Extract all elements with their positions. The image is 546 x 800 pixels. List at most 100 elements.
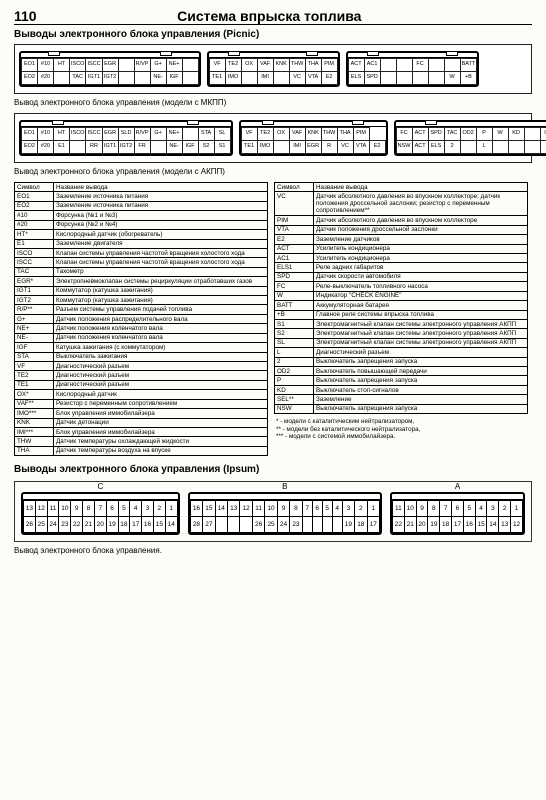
pin-cell: 8 xyxy=(290,501,302,517)
desc-cell: Клапан системы управления частотой враще… xyxy=(54,258,268,267)
pin-cell: 24 xyxy=(277,517,289,533)
pin-cell: W xyxy=(492,128,508,141)
pin-cell: EGR xyxy=(102,128,118,141)
pin-cell xyxy=(428,59,444,72)
pin-cell: 12 xyxy=(35,501,47,517)
symbol-cell: TE1 xyxy=(15,380,54,389)
pin-cell: E2 xyxy=(369,141,385,154)
pin-cell xyxy=(444,59,460,72)
pin-cell: 27 xyxy=(203,517,215,533)
pin-cell xyxy=(322,517,332,533)
symbol-cell: VF xyxy=(15,362,54,371)
pin-cell: 6 xyxy=(452,501,464,517)
table-row: TACТахометр xyxy=(15,267,268,276)
pin-cell: +B xyxy=(460,72,477,85)
symbol-cell: TE2 xyxy=(15,371,54,380)
pin-cell: G+ xyxy=(150,59,166,72)
diagram1-caption: Вывод электронного блока управления (мод… xyxy=(14,98,532,107)
desc-cell: Аккумуляторная батарея xyxy=(314,301,528,310)
pin-cell: 17 xyxy=(452,517,464,533)
symbol-cell: PIM xyxy=(275,216,314,225)
pin-cell xyxy=(273,141,289,154)
pin-cell: THW xyxy=(289,59,305,72)
connector-block: VFTE2OXVAFKNKTHWTHAPIMTE1IMOIMIVCVTAE2 xyxy=(207,51,340,87)
ipsum-connector-block: B161514131211109876543212827262524231918… xyxy=(188,492,382,535)
pin-cell: 12 xyxy=(511,517,523,533)
symbol-cell: EGR* xyxy=(15,277,54,286)
pin-cell xyxy=(460,141,476,154)
desc-cell: Катушка зажигания (с коммутатором) xyxy=(54,343,268,352)
symbol-cell: BATT xyxy=(275,301,314,310)
pin-cell: SPD xyxy=(364,72,380,85)
pin-cell: NE+ xyxy=(166,128,182,141)
pin-cell: 13 xyxy=(24,501,36,517)
pin-cell: FC xyxy=(396,128,412,141)
pin-cell xyxy=(396,72,412,85)
symbol-cell: ACT xyxy=(275,244,314,253)
block-label: C xyxy=(97,482,103,491)
desc-cell: Клапан системы управления частотой враще… xyxy=(54,248,268,257)
table-row: VFДиагностический разъем xyxy=(15,362,268,371)
desc-cell: Разъем системы управления подачей топлив… xyxy=(54,305,268,314)
pin-cell: EO2 xyxy=(22,72,38,85)
pin-cell xyxy=(182,59,198,72)
pin-cell: IMO xyxy=(225,72,241,85)
pin-cell xyxy=(524,141,540,154)
connector-block: FCACTSPDTACOD2PWKDIMIELSBATTNSWACTELS2L+… xyxy=(394,120,546,156)
terminal-table-right: СимволНазвание вывода VCДатчик абсолютно… xyxy=(274,182,528,414)
pin-cell: 3 xyxy=(342,501,354,517)
pin-cell: VF xyxy=(209,59,225,72)
pin-cell xyxy=(150,141,166,154)
pin-cell: 19 xyxy=(342,517,354,533)
table-row: KDВыключатель стоп-сигналов xyxy=(275,385,528,394)
table-row: SEL**Заземление xyxy=(275,395,528,404)
pin-cell: 25 xyxy=(265,517,277,533)
desc-cell: Электромагнитный клапан системы электрон… xyxy=(314,329,528,338)
page-title: Система впрыска топлива xyxy=(177,8,361,24)
pin-cell: VTA xyxy=(353,141,369,154)
symbol-cell: IGT1 xyxy=(15,286,54,295)
pin-cell: KD xyxy=(508,128,524,141)
symbol-cell: IGF xyxy=(15,343,54,352)
symbol-cell: TAC xyxy=(15,267,54,276)
pin-cell xyxy=(228,517,240,533)
pin-cell xyxy=(508,141,524,154)
pin-cell: 7 xyxy=(302,501,312,517)
pin-cell: 23 xyxy=(59,517,71,533)
pin-cell: 14 xyxy=(165,517,177,533)
pin-cell xyxy=(240,517,252,533)
pin-cell: IMI xyxy=(289,141,305,154)
connector-block: VFTE2OXVAFKNKTHWTHAPIMTE1IMOIMIEGRRVCVTA… xyxy=(239,120,388,156)
pin-cell: 5 xyxy=(118,501,130,517)
pin-cell xyxy=(182,128,198,141)
pin-cell: #10 xyxy=(38,59,54,72)
pin-cell: ELS xyxy=(348,72,364,85)
pin-cell xyxy=(412,72,428,85)
pin-cell: OX xyxy=(273,128,289,141)
pin-cell: ACT xyxy=(348,59,364,72)
desc-cell: Датчик абсолютного давления во впускном … xyxy=(314,192,528,216)
pin-cell: NE+ xyxy=(166,59,182,72)
desc-cell: Усилитель кондиционера xyxy=(314,244,528,253)
pin-cell: ISCC xyxy=(86,59,102,72)
table-row: G+Датчик положения распределительного ва… xyxy=(15,314,268,323)
pin-cell: EO1 xyxy=(22,59,38,72)
pin-cell: ELS xyxy=(428,141,444,154)
pin-cell: BATT xyxy=(460,59,477,72)
pin-cell: 2 xyxy=(444,141,460,154)
connector-diagram-ipsum: C131211109876543212625242322212019181716… xyxy=(14,481,532,542)
symbol-cell: G+ xyxy=(15,314,54,323)
table-row: PIMДатчик абсолютного давления во впускн… xyxy=(275,216,528,225)
pin-cell: S2 xyxy=(198,141,214,154)
pin-cell: IGT1 xyxy=(102,141,118,154)
pin-cell: 10 xyxy=(404,501,416,517)
symbol-cell: R/P** xyxy=(15,305,54,314)
desc-cell: Диагностический разъем xyxy=(54,371,268,380)
pin-cell: 17 xyxy=(367,517,379,533)
pin-cell: HT xyxy=(54,59,70,72)
pin-cell xyxy=(492,141,508,154)
pin-cell: NE- xyxy=(150,72,166,85)
pin-cell: IMO xyxy=(257,141,273,154)
symbol-cell: SL xyxy=(275,338,314,347)
pin-cell: 18 xyxy=(440,517,452,533)
